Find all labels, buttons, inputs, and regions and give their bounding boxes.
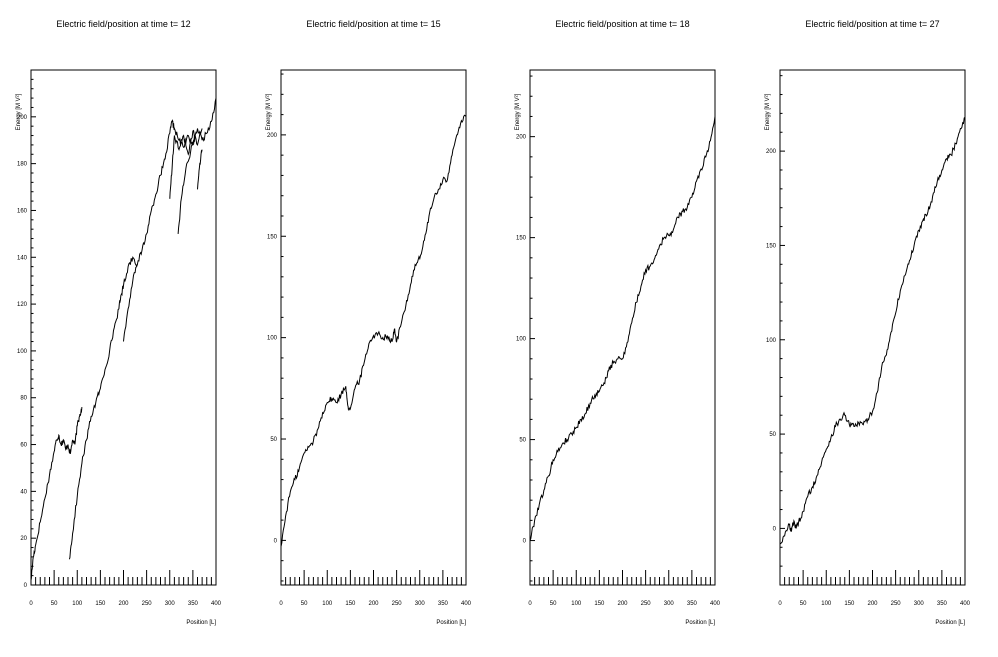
x-tick-label: 0 [778,601,782,607]
y-tick-label: 80 [20,396,27,402]
y-tick-label: 100 [766,338,777,344]
y-axis-label: Energy [M V²] [16,93,22,130]
x-tick-label: 50 [550,601,557,607]
y-tick-label: 200 [766,149,777,155]
x-tick-label: 50 [301,601,308,607]
series-line-1 [529,116,716,541]
series-line-1 [779,116,966,545]
y-tick-label: 60 [20,443,27,449]
x-tick-label: 250 [891,601,902,607]
x-axis-label: Position [L] [685,620,715,626]
series-line-1 [30,407,83,581]
y-tick-label: 100 [516,337,527,343]
x-tick-label: 0 [279,601,283,607]
x-tick-label: 250 [392,601,403,607]
chart-title: Electric field/position at time t= 18 [555,19,689,29]
chart-panel-1: Electric field/position at time t= 12 0 50… [16,19,222,626]
x-tick-label: 100 [322,601,333,607]
y-tick-label: 0 [523,539,527,545]
chart-panel-2: Electric field/position at time t= 15 0 50… [266,19,472,626]
x-tick-label: 150 [345,601,356,607]
plot-frame [280,69,467,586]
y-tick-label: 50 [519,438,526,444]
chart-panel-4: Electric field/position at time t= 27 0 50… [765,19,971,626]
x-tick-label: 300 [914,601,925,607]
y-tick-label: 0 [24,583,28,589]
chart-title: Electric field/position at time t= 27 [805,19,939,29]
x-axis-label: Position [L] [186,620,216,626]
x-tick-label: 400 [710,601,721,607]
chart-title: Electric field/position at time t= 12 [56,19,190,29]
x-tick-label: 150 [594,601,605,607]
x-tick-label: 350 [438,601,449,607]
y-tick-label: 150 [267,234,278,240]
x-tick-label: 200 [118,601,129,607]
x-tick-label: 350 [188,601,199,607]
plot-frame [529,69,716,586]
y-tick-label: 40 [20,489,27,495]
y-tick-label: 50 [769,432,776,438]
x-tick-label: 50 [51,601,58,607]
y-tick-label: 200 [516,135,527,141]
x-tick-label: 150 [844,601,855,607]
y-tick-label: 180 [17,162,28,168]
x-axis-label: Position [L] [935,620,965,626]
y-tick-label: 150 [516,236,527,242]
y-tick-label: 160 [17,208,28,214]
x-tick-label: 200 [867,601,878,607]
x-tick-label: 200 [617,601,628,607]
series-line-1 [280,114,467,547]
y-tick-label: 100 [17,349,28,355]
y-tick-label: 20 [20,536,27,542]
x-tick-label: 250 [641,601,652,607]
y-tick-label: 150 [766,243,777,249]
plot-frame [30,69,217,586]
x-tick-label: 300 [664,601,675,607]
y-tick-label: 50 [270,437,277,443]
x-tick-label: 250 [142,601,153,607]
y-tick-label: 100 [267,336,278,342]
y-tick-label: 120 [17,302,28,308]
y-axis-label: Energy [M V²] [765,93,771,130]
y-tick-label: 0 [274,538,278,544]
x-axis-label: Position [L] [436,620,466,626]
series-line-4 [169,128,203,199]
x-tick-label: 400 [461,601,472,607]
y-tick-label: 140 [17,255,28,261]
x-tick-label: 0 [528,601,532,607]
x-tick-label: 150 [95,601,106,607]
series-line-6 [197,149,203,190]
x-tick-label: 400 [960,601,971,607]
x-tick-label: 350 [687,601,698,607]
y-tick-label: 200 [17,115,28,121]
x-tick-label: 350 [937,601,948,607]
y-tick-label: 200 [267,133,278,139]
y-axis-label: Energy [M V²] [266,93,272,130]
y-tick-label: 0 [773,526,777,532]
chart-title: Electric field/position at time t= 15 [306,19,440,29]
x-tick-label: 100 [72,601,83,607]
series-line-2 [68,97,217,560]
x-tick-label: 300 [165,601,176,607]
x-tick-label: 100 [571,601,582,607]
x-tick-label: 100 [821,601,832,607]
plot-frame [779,69,966,586]
x-tick-label: 400 [211,601,222,607]
series-line-3 [123,264,138,342]
x-tick-label: 0 [29,601,33,607]
x-tick-label: 200 [368,601,379,607]
x-tick-label: 50 [800,601,807,607]
series-line-5 [177,135,196,234]
y-axis-label: Energy [M V²] [515,93,521,130]
chart-panel-3: Electric field/position at time t= 18 0 50… [515,19,721,626]
x-tick-label: 300 [415,601,426,607]
